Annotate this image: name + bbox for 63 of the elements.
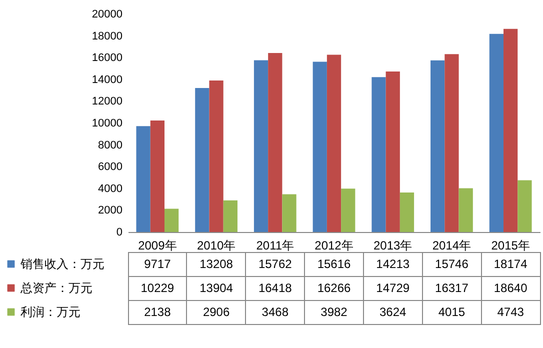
bar [386, 71, 400, 232]
bar [164, 208, 179, 232]
x-tick-label: 2015年 [491, 238, 530, 252]
data-label: 3624 [380, 305, 407, 319]
data-label: 2906 [202, 305, 230, 319]
bar [458, 188, 473, 232]
y-tick-label: 4000 [98, 182, 122, 195]
y-tick-label: 10000 [92, 118, 122, 130]
data-label: 4015 [438, 305, 466, 319]
data-label: 16266 [317, 281, 352, 295]
x-tick-label: 2009年 [138, 238, 177, 252]
data-label: 16418 [258, 281, 292, 295]
bar [518, 180, 532, 232]
y-tick-label: 18000 [92, 30, 122, 42]
data-label: 13904 [200, 281, 234, 295]
bar [268, 53, 282, 232]
bar [312, 62, 327, 232]
bar [400, 192, 414, 232]
data-label: 9717 [144, 257, 172, 271]
data-label: 18640 [494, 281, 528, 295]
bar [430, 60, 445, 232]
y-tick-label: 8000 [98, 139, 122, 152]
bar [223, 200, 238, 232]
bar [504, 28, 518, 232]
y-tick-label: 14000 [92, 74, 122, 86]
bar [136, 126, 150, 232]
bar [444, 54, 459, 232]
data-label: 16317 [435, 281, 469, 295]
bar [195, 88, 210, 232]
bar [209, 80, 224, 232]
data-label: 13208 [200, 257, 234, 271]
bar [254, 60, 268, 232]
data-label: 2138 [144, 305, 172, 319]
y-tick-label: 6000 [98, 161, 122, 174]
bar [282, 194, 296, 232]
data-label: 3468 [262, 305, 289, 319]
bar [489, 34, 504, 232]
legend-label: 销售收入：万元 [20, 257, 104, 271]
bar [150, 120, 164, 232]
data-label: 18174 [494, 257, 528, 271]
y-tick-label: 12000 [92, 96, 122, 108]
y-tick-label: 0 [116, 226, 122, 238]
data-label: 15746 [435, 257, 469, 271]
data-label: 4743 [497, 305, 524, 319]
legend-label: 利润：万元 [20, 305, 80, 319]
x-tick-label: 2014年 [432, 238, 472, 252]
y-tick-label: 16000 [92, 52, 122, 64]
legend-label: 总资产：万元 [20, 281, 92, 295]
x-tick-label: 2011年 [256, 238, 294, 252]
data-label: 3982 [320, 305, 348, 319]
data-label: 15762 [258, 257, 292, 271]
x-tick-label: 2010年 [196, 238, 236, 252]
bar [341, 188, 356, 232]
x-tick-label: 2012年 [314, 238, 354, 252]
y-tick-label: 20000 [92, 8, 122, 20]
data-label: 15616 [317, 257, 352, 271]
x-tick-label: 2013年 [374, 238, 412, 252]
y-tick-label: 2000 [98, 204, 122, 217]
data-label: 14729 [376, 281, 410, 295]
bar [372, 77, 386, 232]
bar [326, 54, 342, 232]
data-label: 14213 [376, 257, 410, 271]
data-label: 10229 [140, 281, 174, 295]
